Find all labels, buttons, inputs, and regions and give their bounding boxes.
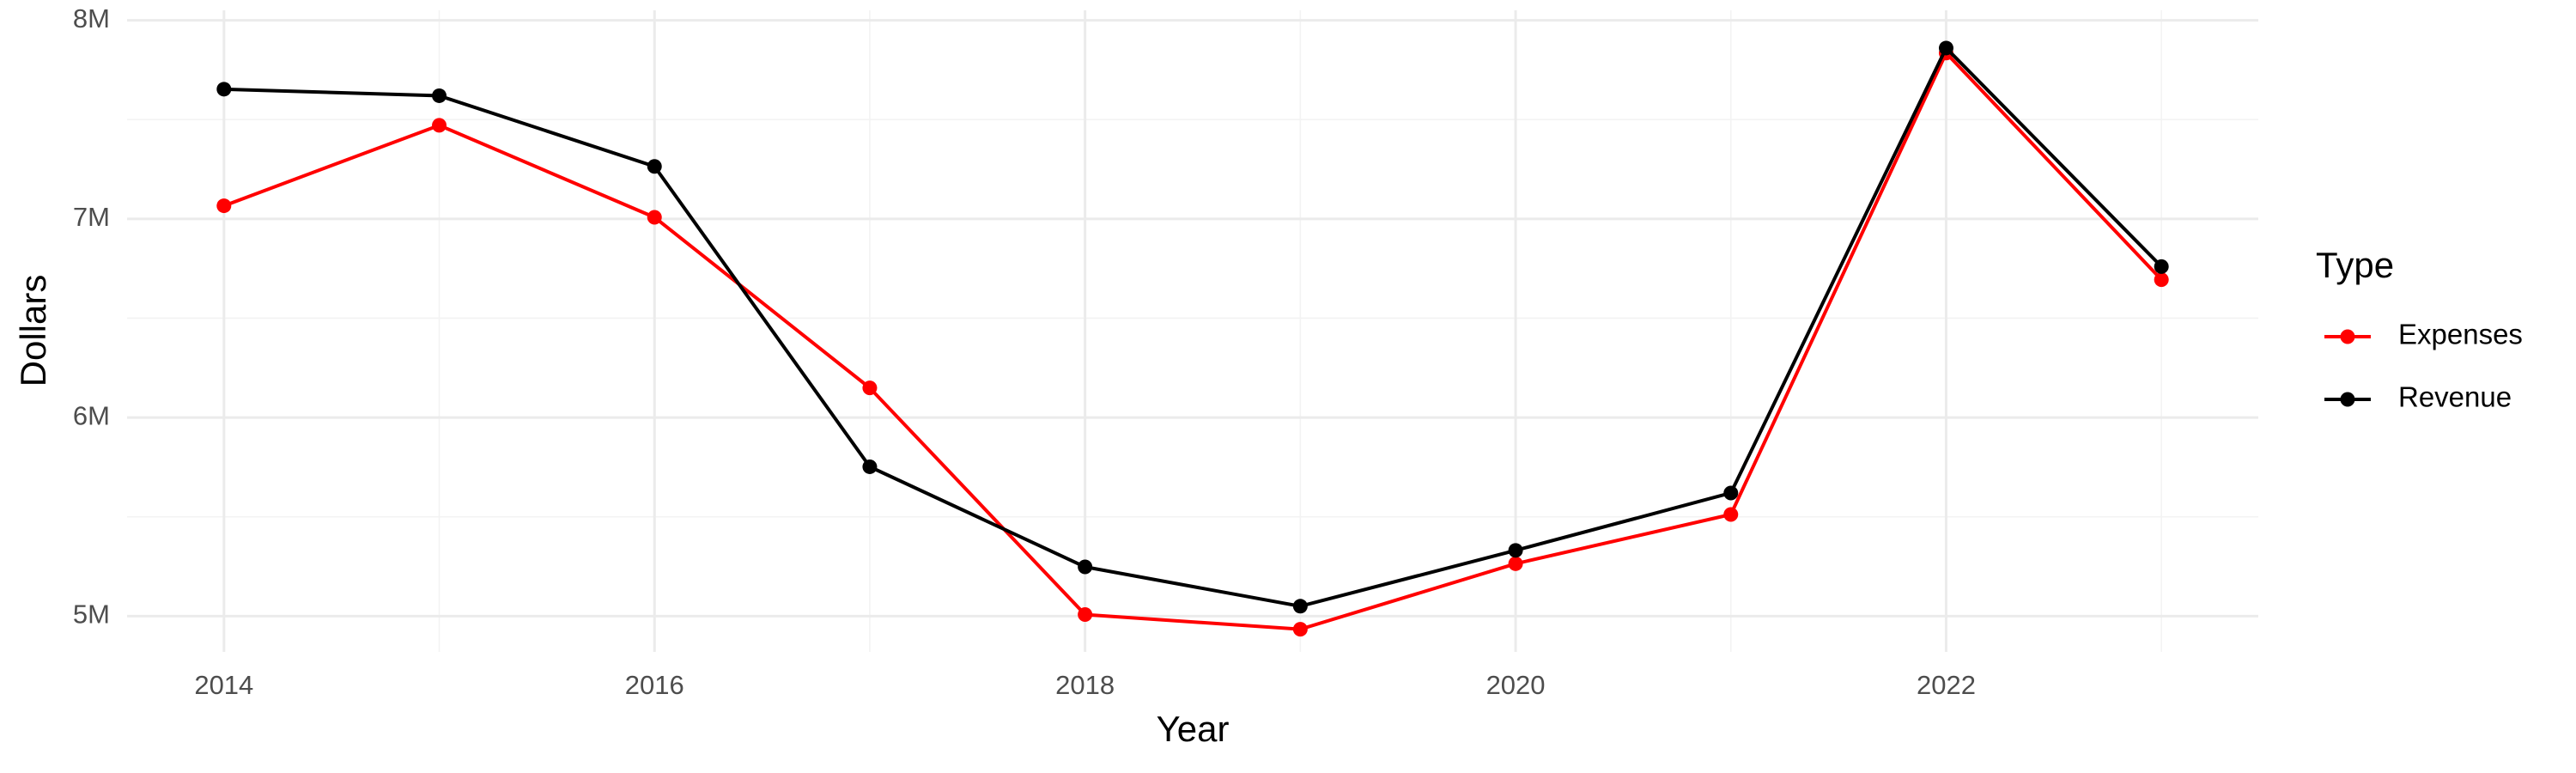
data-point (1078, 559, 1093, 575)
x-tick-label: 2020 (1486, 670, 1546, 700)
x-axis-title: Year (1157, 709, 1230, 749)
x-tick-label: 2016 (625, 670, 684, 700)
data-point (647, 159, 662, 174)
series-line (223, 50, 2163, 631)
y-axis-title: Dollars (13, 275, 53, 387)
x-tick-label: 2014 (194, 670, 253, 700)
data-point (216, 198, 232, 214)
y-tick-label: 8M (73, 3, 110, 33)
data-point (1508, 556, 1523, 571)
data-point (1078, 607, 1093, 623)
data-point (432, 88, 447, 103)
data-point (647, 210, 662, 225)
data-point (1723, 507, 1739, 522)
data-point (1938, 40, 1953, 56)
data-point (2154, 259, 2169, 274)
series-line (223, 45, 2163, 608)
x-tick-label: 2022 (1917, 670, 1976, 700)
legend-point (2340, 329, 2355, 344)
data-point (1723, 485, 1739, 501)
data-point (862, 380, 878, 396)
y-tick-label: 7M (73, 202, 110, 232)
legend-point (2340, 392, 2355, 407)
y-tick-label: 6M (73, 400, 110, 430)
legend-label: Revenue (2398, 381, 2512, 413)
data-point (1508, 543, 1523, 558)
data-point (1292, 622, 1308, 637)
data-point (216, 82, 232, 97)
legend-label: Expenses (2398, 319, 2523, 350)
data-point (432, 118, 447, 133)
legend-title: Type (2316, 245, 2394, 285)
data-point (2154, 272, 2169, 288)
y-tick-label: 5M (73, 600, 110, 630)
data-point (862, 459, 878, 474)
x-tick-label: 2018 (1055, 670, 1115, 700)
data-point (1292, 599, 1308, 614)
